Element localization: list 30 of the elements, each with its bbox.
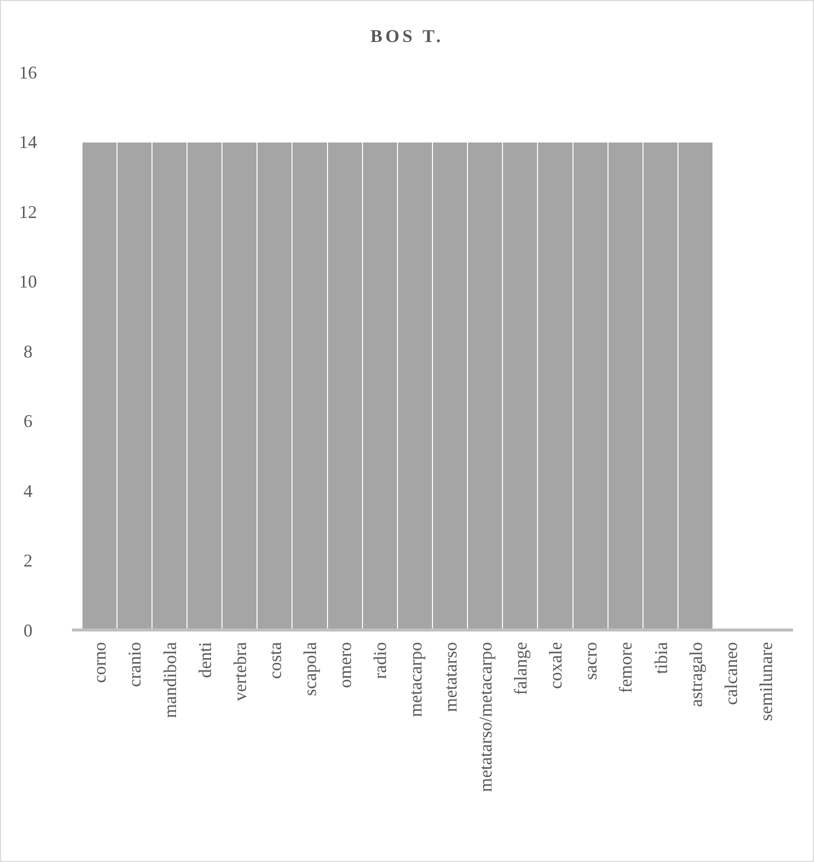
x-tick-label: corno [90,642,110,683]
x-tick-label: metatarso [440,642,460,712]
y-tick-label: 6 [24,411,32,432]
y-tick-label: 8 [24,341,32,362]
x-tick-label: scapola [300,642,320,696]
x-tick-label: metatarso/metacarpo [475,642,496,792]
x-tick-label: coxale [546,642,566,689]
x-tick-label: calcaneo [720,642,741,705]
chart-title: BOS T. [370,26,444,46]
y-tick-label: 10 [19,272,37,292]
x-tick-label: radio [370,642,390,679]
x-tick-label: sacro [580,642,601,680]
x-tick-label: semilunare [756,642,776,721]
y-tick-label: 4 [24,480,32,501]
y-tick-label: 12 [19,202,37,222]
x-tick-label: astragalo [686,642,706,707]
x-tick-label: mandibola [160,642,180,718]
x-tick-label: costa [264,642,285,679]
x-tick-label: vertebra [230,642,250,701]
x-tick-label: femore [616,642,636,693]
x-tick-label: metacarpo [405,642,426,717]
x-tick-label: falange [510,642,530,695]
x-tick-label: cranio [124,642,145,687]
y-tick-label: 2 [24,550,32,571]
y-tick-label: 14 [19,132,37,152]
x-tick-label: denti [194,642,215,678]
y-tick-label: 16 [19,62,37,82]
y-tick-label: 0 [24,620,32,640]
x-tick-label: tibia [650,642,671,674]
x-tick-label: omero [335,642,356,688]
